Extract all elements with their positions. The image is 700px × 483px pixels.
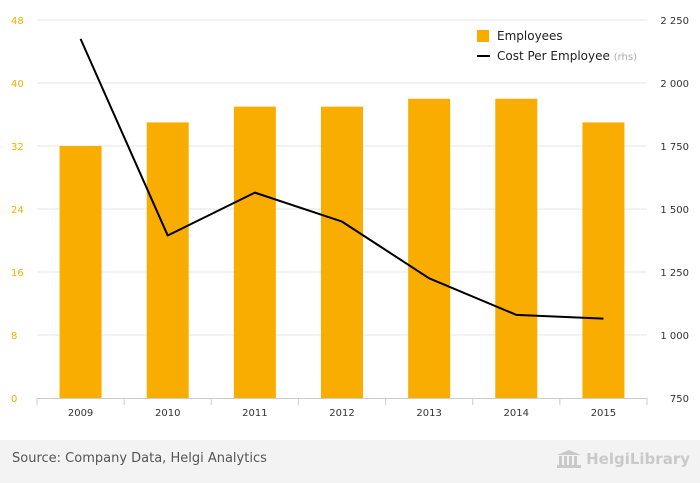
y-left-tick-label: 40 — [11, 79, 24, 90]
y-right-tick-label: 1 500 — [660, 205, 689, 216]
legend-swatch-employees — [477, 30, 489, 42]
bar-2013 — [408, 98, 451, 398]
legend-label-employees: Employees — [497, 29, 563, 43]
y-left-tick-label: 0 — [11, 394, 17, 405]
bar-2011 — [233, 106, 276, 398]
x-tick-label: 2010 — [155, 408, 180, 419]
bar-2015 — [582, 122, 625, 398]
y-left-tick-label: 16 — [11, 268, 24, 279]
brand-name: HelgiLibrary — [586, 450, 690, 468]
x-tick-label: 2012 — [329, 408, 354, 419]
bar-2009 — [59, 146, 102, 398]
line-series-cost-per-employee — [79, 38, 604, 320]
bar-2010 — [146, 122, 189, 398]
combo-chart: 0 8 16 24 32 40 48 750 1 000 1 250 1 500 1 750 2 000… — [11, 16, 689, 419]
x-tick-label: 2013 — [416, 408, 441, 419]
x-tick-label: 2015 — [591, 408, 616, 419]
source-note: Source: Company Data, Helgi Analytics — [12, 451, 267, 466]
legend: Employees Cost Per Employee (rhs) — [477, 29, 637, 63]
y-right-tick-label: 1 250 — [660, 268, 689, 279]
library-building-icon — [557, 450, 582, 468]
legend-rhs-suffix: (rhs) — [614, 52, 637, 63]
x-tick-label: 2011 — [242, 408, 267, 419]
y-right-tick-label: 1 000 — [660, 331, 689, 342]
footer: Source: Company Data, Helgi Analytics He… — [0, 440, 700, 483]
y-left-tick-label: 32 — [11, 142, 24, 153]
y-left-tick-label: 8 — [11, 331, 17, 342]
bar-2014 — [495, 98, 538, 398]
brand-logo: HelgiLibrary — [556, 449, 690, 469]
legend-series-name: Cost Per Employee — [497, 49, 614, 63]
bar-series-employees — [59, 98, 625, 398]
y-right-tick-label: 2 250 — [660, 16, 689, 27]
y-right-tick-label: 1 750 — [660, 142, 689, 153]
y-left-tick-label: 48 — [11, 16, 24, 27]
x-tick-label: 2009 — [68, 408, 93, 419]
y-left-tick-label: 24 — [11, 205, 24, 216]
y-right-tick-label: 2 000 — [660, 79, 689, 90]
x-tick-label: 2014 — [504, 408, 529, 419]
legend-label-cost-per-employee: Cost Per Employee (rhs) — [497, 49, 637, 63]
axes: 0 8 16 24 32 40 48 750 1 000 1 250 1 500 1 750 2 000… — [11, 16, 689, 419]
bar-2012 — [321, 106, 363, 398]
y-right-tick-label: 750 — [670, 394, 689, 405]
